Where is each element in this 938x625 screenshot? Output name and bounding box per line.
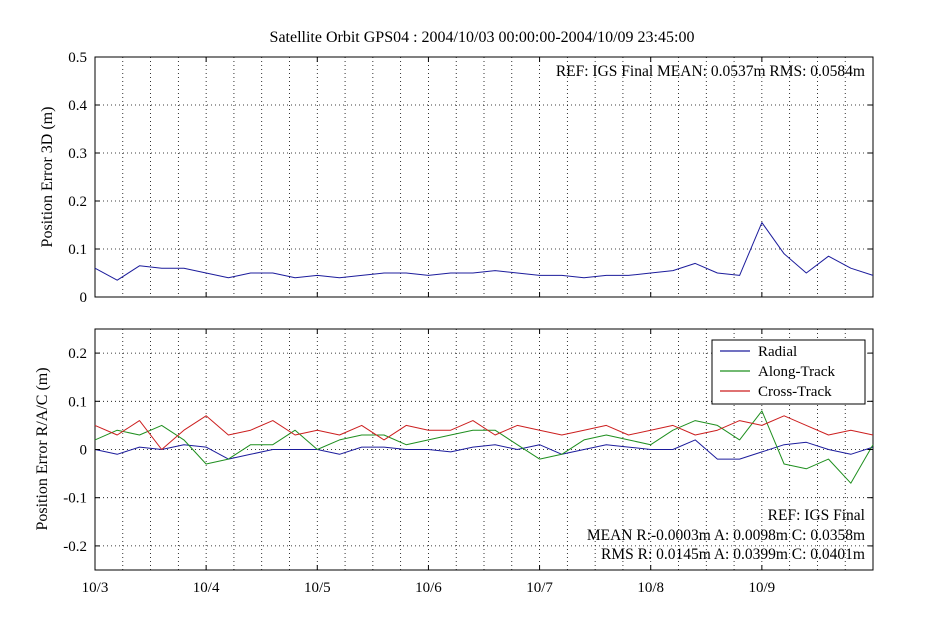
legend-label-radial: Radial bbox=[758, 344, 797, 360]
y-ticks-rac: -0.2 -0.1 0 0.1 0.2 bbox=[63, 346, 873, 555]
x-ticks-rac: 10/3 10/4 10/5 10/6 10/7 10/8 10/9 bbox=[82, 329, 776, 596]
legend-label-along-track: Along-Track bbox=[758, 364, 835, 380]
series-line-rac-1 bbox=[94, 410, 874, 484]
series-line-rac-0 bbox=[94, 439, 874, 460]
annotation-ref: REF: IGS Final bbox=[768, 507, 865, 524]
y-tick-label-3d: 0.4 bbox=[68, 98, 87, 114]
y-tick-label-rac: 0.1 bbox=[68, 394, 87, 410]
x-tick-label-rac: 10/4 bbox=[193, 580, 220, 596]
y-tick-label-rac: -0.1 bbox=[63, 491, 87, 507]
annotation-3d: REF: IGS Final MEAN: 0.0537m RMS: 0.0584… bbox=[556, 63, 865, 80]
series-lines-3d bbox=[94, 222, 874, 281]
y-tick-label-3d: 0.2 bbox=[68, 194, 87, 210]
x-tick-label-rac: 10/5 bbox=[304, 580, 331, 596]
y-tick-label-3d: 0.3 bbox=[68, 146, 87, 162]
x-tick-label-rac: 10/7 bbox=[526, 580, 553, 596]
y-ticks-3d: 0 0.1 0.2 0.3 0.4 0.5 bbox=[68, 50, 873, 306]
x-tick-label-rac: 10/9 bbox=[749, 580, 776, 596]
x-tick-label-rac: 10/8 bbox=[637, 580, 664, 596]
annotation-mean: MEAN R:-0.0003m A: 0.0098m C: 0.0358m bbox=[587, 527, 865, 544]
series-lines-rac bbox=[94, 410, 874, 484]
series-line-3d-0 bbox=[94, 222, 874, 281]
chart-title: Satellite Orbit GPS04 : 2004/10/03 00:00… bbox=[270, 29, 695, 46]
y-tick-label-rac: 0.2 bbox=[68, 346, 87, 362]
y-tick-label-3d: 0.1 bbox=[68, 242, 87, 258]
legend: Radial Along-Track Cross-Track bbox=[711, 339, 866, 405]
legend-item-cross-track: Cross-Track bbox=[720, 384, 832, 400]
y-tick-label-rac: 0 bbox=[80, 443, 88, 459]
y-tick-label-3d: 0 bbox=[80, 290, 88, 306]
panel-rac-error: -0.2 -0.1 0 0.1 0.2 10/3 10/4 10/5 10/6 10/7 10/8… bbox=[34, 328, 874, 596]
x-tick-label-rac: 10/6 bbox=[415, 580, 442, 596]
legend-item-radial: Radial bbox=[720, 344, 797, 360]
grid-3d bbox=[95, 57, 873, 297]
y-tick-label-rac: -0.2 bbox=[63, 539, 87, 555]
x-tick-marks-3d bbox=[94, 57, 763, 297]
legend-item-along-track: Along-Track bbox=[720, 364, 835, 380]
annotation-rms: RMS R: 0.0145m A: 0.0399m C: 0.0401m bbox=[601, 546, 865, 563]
panel-3d-error: 0 0.1 0.2 0.3 0.4 0.5 REF: IGS Final MEAN: 0.… bbox=[39, 50, 874, 306]
y-axis-label-3d: Position Error 3D (m) bbox=[39, 107, 56, 248]
x-tick-label-rac: 10/3 bbox=[82, 580, 109, 596]
y-axis-label-rac: Position Error R/A/C (m) bbox=[34, 367, 51, 530]
y-tick-label-3d: 0.5 bbox=[68, 50, 87, 66]
series-line-rac-2 bbox=[94, 415, 874, 450]
legend-label-cross-track: Cross-Track bbox=[758, 384, 832, 400]
